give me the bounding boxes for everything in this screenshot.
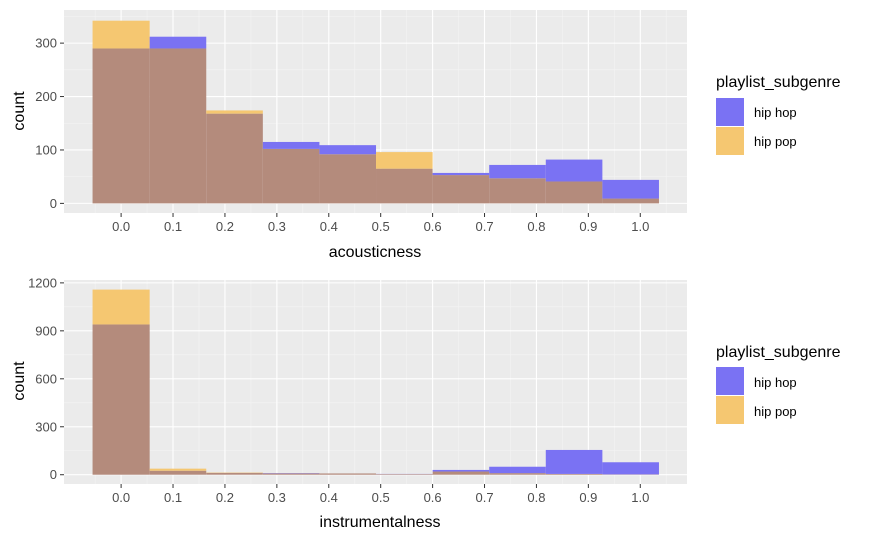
x-tick-label: 0.0 — [112, 490, 130, 505]
bar-hip-hop — [546, 450, 603, 474]
x-tick-label: 0.5 — [372, 219, 390, 234]
x-tick-label: 0.8 — [527, 219, 545, 234]
legend-key-hip-pop — [716, 396, 744, 424]
bar-hip-hop — [319, 145, 376, 154]
bar-hip-hop — [489, 467, 546, 473]
bar-hip-hop — [546, 160, 603, 182]
x-axis-title: acousticness — [329, 244, 422, 261]
x-axis-ticks: 0.0 0.1 0.2 0.3 0.4 0.5 0.6 0.7 0.8 0.9 1.0 — [112, 484, 649, 505]
bar-overlap — [319, 154, 376, 203]
x-tick-label: 0.9 — [579, 219, 597, 234]
bar-overlap — [433, 472, 490, 475]
bar-hip-hop — [263, 142, 320, 149]
bar-overlap — [263, 473, 320, 474]
bar-overlap — [546, 181, 603, 203]
x-tick-label: 0.7 — [475, 219, 493, 234]
x-tick-label: 0.5 — [372, 490, 390, 505]
bar-hip-hop — [150, 37, 207, 49]
bar-overlap — [206, 114, 263, 204]
y-axis-title: count — [11, 91, 28, 131]
x-tick-label: 1.0 — [631, 490, 649, 505]
bar-hip-hop — [489, 165, 546, 178]
x-tick-label: 0.4 — [320, 490, 338, 505]
y-axis-ticks: 0 300 600 900 1200 — [28, 275, 64, 482]
legend-title: playlist_subgenre — [716, 74, 841, 91]
legend-key-hip-hop — [716, 367, 744, 395]
x-tick-label: 0.4 — [320, 219, 338, 234]
acousticness-histogram: 0.0 0.1 0.2 0.3 0.4 0.5 0.6 0.7 0.8 0.9 1.0 0 100 20… — [11, 10, 841, 261]
bar-hip-hop — [602, 462, 659, 474]
bar-hip-hop — [602, 180, 659, 199]
x-tick-label: 0.2 — [216, 219, 234, 234]
bar-overlap — [93, 324, 150, 474]
x-tick-label: 0.3 — [268, 219, 286, 234]
bar-hip-pop — [93, 21, 150, 49]
x-tick-label: 1.0 — [631, 219, 649, 234]
y-tick-label: 1200 — [28, 275, 57, 290]
x-tick-label: 0.6 — [424, 219, 442, 234]
legend-key-hip-hop — [716, 98, 744, 126]
bar-hip-pop — [206, 110, 263, 113]
bar-hip-pop — [376, 152, 433, 169]
bar-hip-hop — [433, 173, 490, 175]
x-tick-label: 0.7 — [475, 490, 493, 505]
bar-overlap — [319, 473, 376, 474]
legend-label-hip-hop: hip hop — [754, 375, 797, 390]
x-tick-label: 0.8 — [527, 490, 545, 505]
y-tick-label: 0 — [50, 196, 57, 211]
bar-overlap — [489, 473, 546, 475]
y-tick-label: 100 — [35, 142, 57, 157]
bar-overlap — [489, 178, 546, 203]
y-tick-label: 600 — [35, 371, 57, 386]
x-tick-label: 0.9 — [579, 490, 597, 505]
y-tick-label: 300 — [35, 419, 57, 434]
bar-overlap — [150, 471, 207, 475]
bar-overlap — [376, 474, 433, 475]
bar-overlap — [433, 175, 490, 203]
instrumentalness-histogram: 0.0 0.1 0.2 0.3 0.4 0.5 0.6 0.7 0.8 0.9 1.0 0 300 60… — [11, 275, 841, 531]
legend: playlist_subgenre hip hop hip pop — [716, 344, 841, 424]
bar-overlap — [602, 199, 659, 204]
legend: playlist_subgenre hip hop hip pop — [716, 74, 841, 155]
bar-overlap — [206, 473, 263, 475]
bar-overlap — [150, 48, 207, 203]
bar-overlap — [376, 169, 433, 204]
y-tick-label: 0 — [50, 467, 57, 482]
x-tick-label: 0.2 — [216, 490, 234, 505]
bar-overlap — [93, 48, 150, 203]
x-tick-label: 0.3 — [268, 490, 286, 505]
x-axis-ticks: 0.0 0.1 0.2 0.3 0.4 0.5 0.6 0.7 0.8 0.9 1.0 — [112, 213, 649, 234]
x-tick-label: 0.6 — [424, 490, 442, 505]
bar-hip-pop — [150, 469, 207, 471]
y-tick-label: 200 — [35, 89, 57, 104]
legend-label-hip-pop: hip pop — [754, 404, 797, 419]
legend-title: playlist_subgenre — [716, 344, 841, 361]
x-tick-label: 0.0 — [112, 219, 130, 234]
y-tick-label: 300 — [35, 36, 57, 51]
bar-overlap — [546, 474, 603, 475]
legend-label-hip-pop: hip pop — [754, 134, 797, 149]
x-axis-title: instrumentalness — [320, 514, 441, 531]
bar-hip-hop — [433, 470, 490, 472]
bar-hip-pop — [93, 290, 150, 325]
y-tick-label: 900 — [35, 323, 57, 338]
y-axis-ticks: 0 100 200 300 — [35, 36, 64, 211]
legend-key-hip-pop — [716, 127, 744, 155]
bar-overlap — [263, 149, 320, 203]
y-axis-title: count — [11, 361, 28, 401]
x-tick-label: 0.1 — [164, 490, 182, 505]
x-tick-label: 0.1 — [164, 219, 182, 234]
legend-label-hip-hop: hip hop — [754, 105, 797, 120]
